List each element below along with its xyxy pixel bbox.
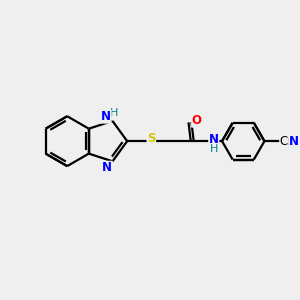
- Text: N: N: [209, 133, 219, 146]
- Text: H: H: [110, 108, 118, 118]
- Text: O: O: [192, 114, 202, 127]
- Text: C: C: [280, 135, 288, 148]
- Text: N: N: [102, 161, 112, 174]
- Text: S: S: [147, 132, 156, 145]
- Text: N: N: [289, 135, 299, 148]
- Text: N: N: [101, 110, 111, 123]
- Text: H: H: [210, 144, 219, 154]
